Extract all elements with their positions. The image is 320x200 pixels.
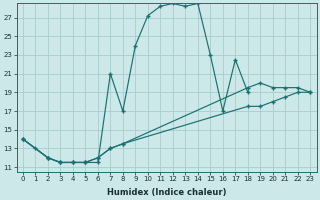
X-axis label: Humidex (Indice chaleur): Humidex (Indice chaleur): [107, 188, 226, 197]
